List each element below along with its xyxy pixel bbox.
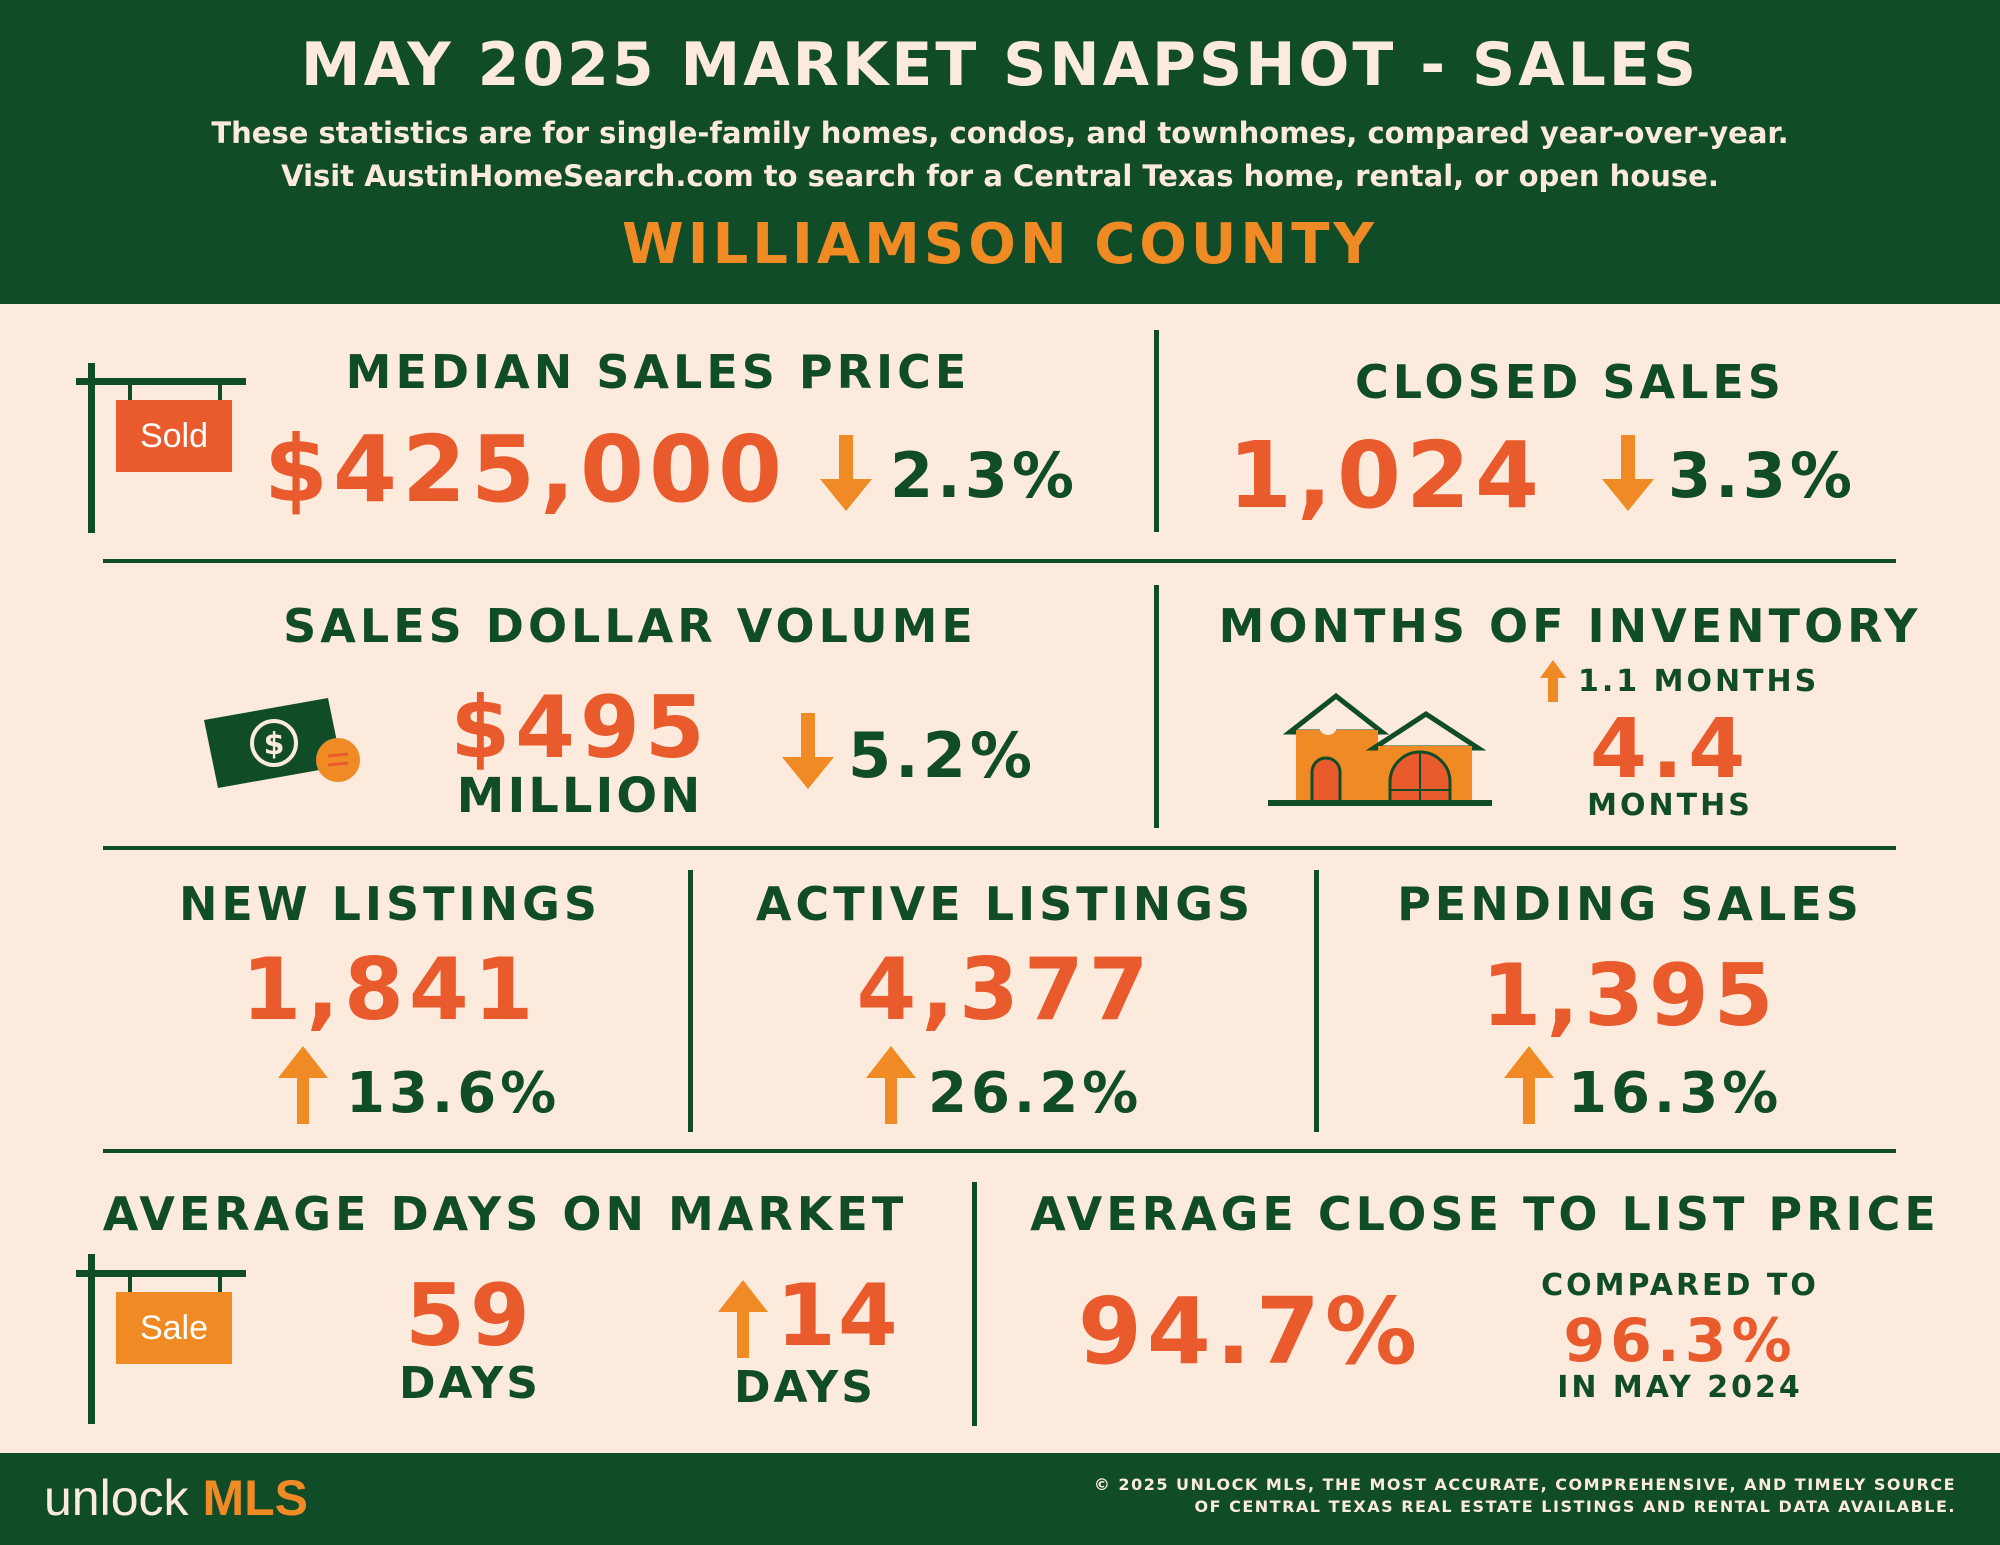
active-listings-change: 26.2% bbox=[928, 1061, 1143, 1126]
divider-v-row3a bbox=[688, 870, 693, 1132]
median-sales-price-label: MEDIAN SALES PRICE bbox=[345, 345, 971, 399]
arrow-down-icon bbox=[1600, 435, 1656, 513]
arrow-up-icon bbox=[718, 1280, 768, 1358]
closed-sales-label: CLOSED SALES bbox=[1355, 355, 1785, 409]
new-listings-value: 1,841 bbox=[241, 940, 539, 1040]
footer-banner bbox=[0, 1453, 2000, 1545]
subtitle-line-2: Visit AustinHomeSearch.com to search for… bbox=[281, 159, 1719, 193]
months-of-inventory-value: 4.4 bbox=[1589, 702, 1751, 797]
page-title: MAY 2025 MARKET SNAPSHOT - SALES bbox=[300, 30, 1700, 100]
pending-sales-value: 1,395 bbox=[1481, 946, 1779, 1046]
header-banner bbox=[0, 0, 2000, 304]
avg-close-to-list-value: 94.7% bbox=[1077, 1278, 1423, 1385]
months-of-inventory-unit: MONTHS bbox=[1587, 788, 1753, 823]
arrow-up-icon bbox=[866, 1046, 916, 1124]
avg-close-to-list-compare-value: 96.3% bbox=[1563, 1306, 1797, 1376]
brand-logo-part2: MLS bbox=[202, 1470, 308, 1526]
arrow-down-icon bbox=[818, 435, 874, 513]
avg-days-on-market-value: 59 bbox=[405, 1266, 535, 1366]
closed-sales-value: 1,024 bbox=[1228, 422, 1545, 529]
median-sales-price-value: $425,000 bbox=[264, 416, 788, 523]
avg-days-on-market-change-unit: DAYS bbox=[734, 1362, 876, 1413]
sold-sign-text: Sold bbox=[139, 417, 209, 455]
divider-h-3 bbox=[103, 1149, 1896, 1153]
footer-note-line-2: OF CENTRAL TEXAS REAL ESTATE LISTINGS AN… bbox=[1194, 1497, 1956, 1516]
avg-days-on-market-change: 14 bbox=[776, 1266, 900, 1366]
divider-v-row2 bbox=[1154, 585, 1159, 828]
pending-sales-change: 16.3% bbox=[1568, 1061, 1783, 1126]
divider-v-row3b bbox=[1314, 870, 1319, 1132]
avg-days-on-market-unit: DAYS bbox=[399, 1358, 541, 1409]
months-of-inventory-label: MONTHS OF INVENTORY bbox=[1218, 599, 1922, 653]
subtitle-line-1: These statistics are for single-family h… bbox=[211, 116, 1789, 150]
money-icon: $ bbox=[198, 690, 366, 800]
sale-sign-text: Sale bbox=[139, 1309, 209, 1347]
sales-dollar-volume-label: SALES DOLLAR VOLUME bbox=[283, 599, 977, 653]
pending-sales-label: PENDING SALES bbox=[1397, 877, 1863, 931]
svg-text:$: $ bbox=[264, 727, 285, 762]
closed-sales-change: 3.3% bbox=[1668, 439, 1856, 512]
sold-sign-icon bbox=[68, 358, 248, 536]
divider-v-row1 bbox=[1154, 330, 1159, 532]
new-listings-change: 13.6% bbox=[346, 1061, 561, 1126]
arrow-up-icon bbox=[1540, 660, 1566, 702]
brand-logo: unlock MLS bbox=[44, 1468, 308, 1528]
avg-close-to-list-compare-suffix: IN MAY 2024 bbox=[1557, 1370, 1803, 1405]
avg-close-to-list-compare-prefix: COMPARED TO bbox=[1541, 1268, 1819, 1303]
sales-dollar-volume-change: 5.2% bbox=[848, 719, 1036, 792]
brand-logo-part1: unlock bbox=[44, 1470, 189, 1526]
sales-dollar-volume-value: $495 bbox=[450, 678, 710, 778]
divider-h-2 bbox=[103, 846, 1896, 850]
median-sales-price-change: 2.3% bbox=[890, 439, 1078, 512]
house-icon bbox=[1268, 690, 1492, 815]
active-listings-value: 4,377 bbox=[856, 940, 1154, 1040]
avg-days-on-market-label: AVERAGE DAYS ON MARKET bbox=[102, 1187, 908, 1241]
sale-sign-icon bbox=[68, 1252, 248, 1428]
avg-close-to-list-label: AVERAGE CLOSE TO LIST PRICE bbox=[1030, 1187, 1940, 1241]
arrow-up-icon bbox=[278, 1046, 328, 1124]
divider-h-1 bbox=[103, 559, 1896, 563]
sales-dollar-volume-unit: MILLION bbox=[456, 768, 704, 824]
footer-note-line-1: © 2025 UNLOCK MLS, THE MOST ACCURATE, CO… bbox=[1093, 1475, 1956, 1494]
divider-v-row4 bbox=[972, 1182, 977, 1426]
active-listings-label: ACTIVE LISTINGS bbox=[755, 877, 1255, 931]
new-listings-label: NEW LISTINGS bbox=[178, 877, 602, 931]
county-title: WILLIAMSON COUNTY bbox=[622, 212, 1378, 277]
arrow-up-icon bbox=[1504, 1046, 1554, 1124]
months-of-inventory-change: 1.1 MONTHS bbox=[1578, 664, 1820, 699]
arrow-down-icon bbox=[780, 713, 836, 791]
